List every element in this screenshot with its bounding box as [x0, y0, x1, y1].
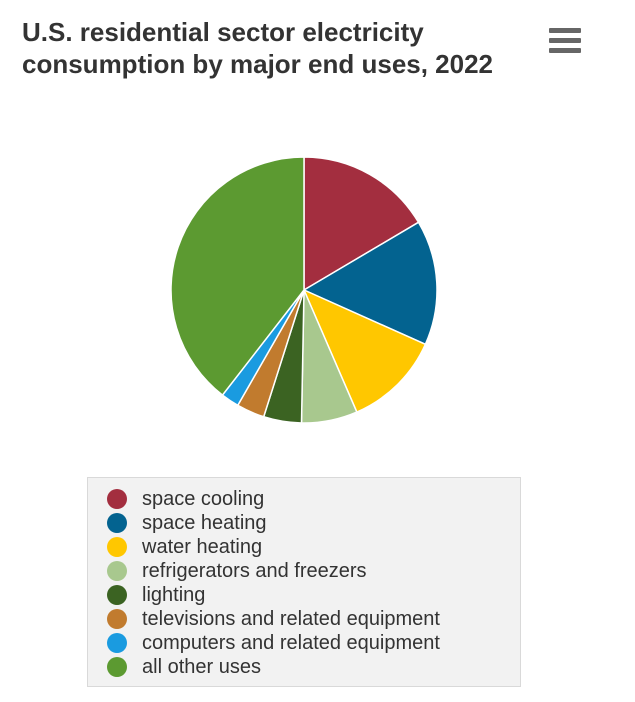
legend-item-water-heating[interactable]: water heating [88, 535, 520, 559]
legend-color-dot [107, 537, 127, 557]
legend-color-dot [107, 513, 127, 533]
legend-label: all other uses [142, 656, 261, 678]
legend-label: lighting [142, 584, 206, 606]
legend-item-all-other-uses[interactable]: all other uses [88, 655, 520, 679]
legend-color-dot [107, 633, 127, 653]
legend-color-dot [107, 585, 127, 605]
hamburger-menu-icon [547, 28, 583, 53]
legend-label: space heating [142, 512, 267, 534]
pie-slice-space-cooling[interactable] [303, 156, 420, 291]
chart-legend: space cooling space heating water heating r… [87, 477, 521, 687]
chart-title: U.S. residential sector electricity cons… [22, 17, 494, 79]
legend-item-space-cooling[interactable]: space cooling [88, 487, 520, 511]
legend-item-refrigerators-and-freezers[interactable]: refrigerators and freezers [88, 559, 520, 583]
pie-slice-all-other-uses[interactable] [170, 156, 305, 396]
legend-label: water heating [142, 536, 263, 558]
legend-color-dot [107, 489, 127, 509]
legend-label: computers and related equipment [142, 632, 440, 654]
legend-item-lighting[interactable]: lighting [88, 583, 520, 607]
legend-item-televisions-and-related-equipment[interactable]: televisions and related equipment [88, 607, 520, 631]
legend-color-dot [107, 609, 127, 629]
pie-slice-space-heating[interactable] [303, 221, 438, 346]
legend-color-dot [107, 561, 127, 581]
pie-slice-water-heating[interactable] [303, 289, 427, 413]
legend-label: space cooling [142, 488, 265, 510]
legend-label: televisions and related equipment [142, 608, 440, 630]
legend-color-dot [107, 657, 127, 677]
legend-item-space-heating[interactable]: space heating [88, 511, 520, 535]
legend-label: refrigerators and freezers [142, 560, 367, 582]
pie-chart [170, 156, 438, 424]
chart-menu-button[interactable] [547, 28, 583, 58]
legend-item-computers-and-related-equipment[interactable]: computers and related equipment [88, 631, 520, 655]
